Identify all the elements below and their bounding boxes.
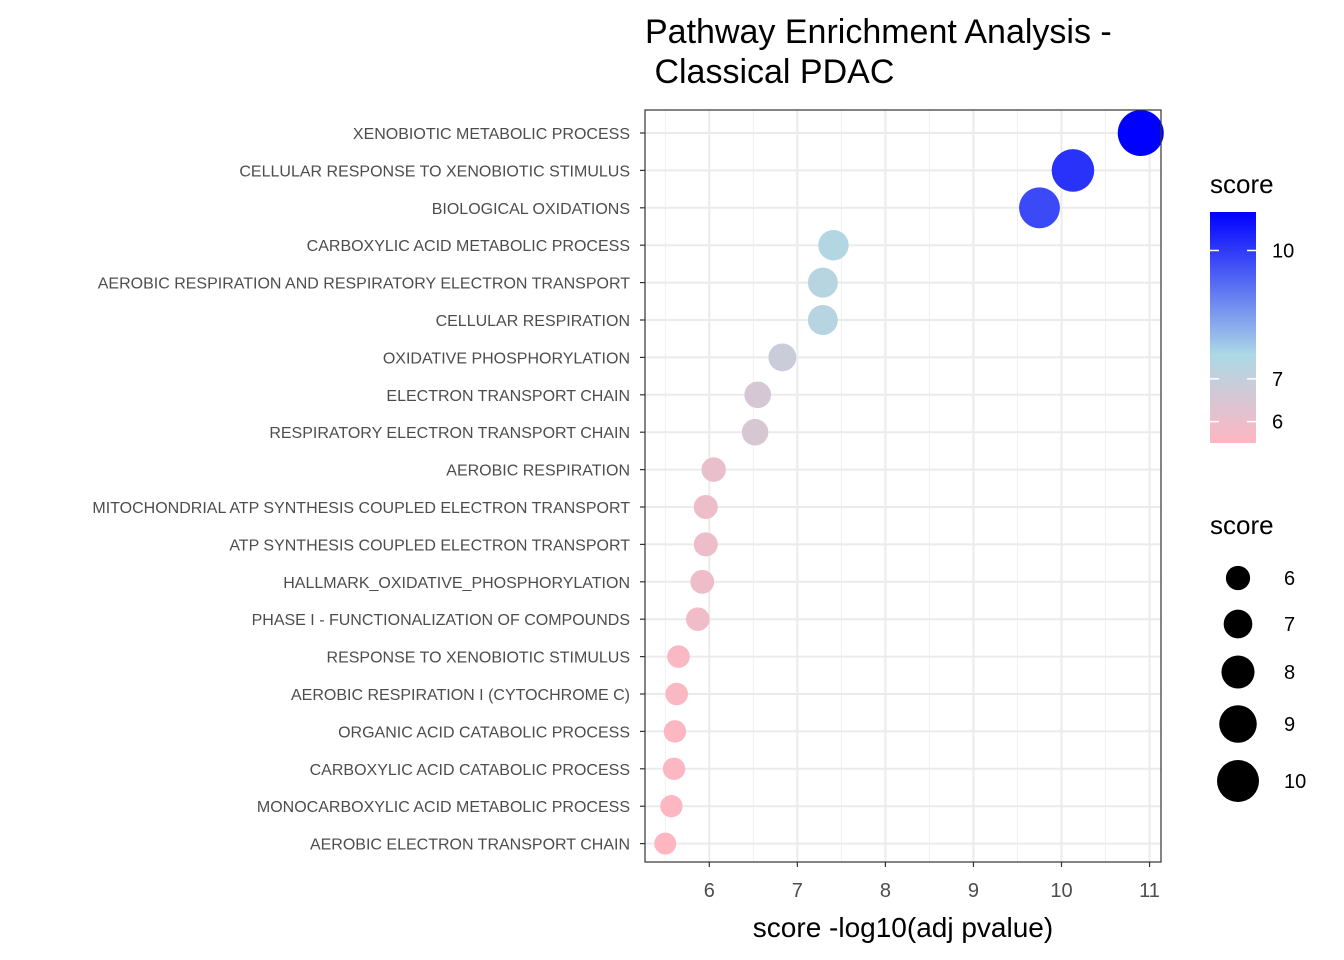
y-tick-label: CELLULAR RESPONSE TO XENOBIOTIC STIMULUS xyxy=(239,163,630,180)
chart-title: Pathway Enrichment Analysis - Classical … xyxy=(645,13,1112,91)
x-axis: 6 7 8 9 10 11 score -log10(adj pvalue) xyxy=(704,862,1160,943)
y-axis-labels: XENOBIOTIC METABOLIC PROCESS CELLULAR RES… xyxy=(92,126,645,854)
y-tick-label: PHASE I - FUNCTIONALIZATION OF COMPOUNDS xyxy=(252,612,630,629)
size-key-circle xyxy=(1223,609,1253,639)
y-tick-label: ATP SYNTHESIS COUPLED ELECTRON TRANSPORT xyxy=(229,537,630,554)
color-legend: score 10 7 6 xyxy=(1210,169,1294,443)
y-tick-label: BIOLOGICAL OXIDATIONS xyxy=(432,201,630,218)
data-point xyxy=(1051,149,1095,192)
plot-panel xyxy=(644,109,1164,863)
x-tick-label: 10 xyxy=(1050,880,1072,902)
x-tick-label: 9 xyxy=(968,880,979,902)
y-tick-label: OXIDATIVE PHOSPHORYLATION xyxy=(383,350,630,367)
size-key-circle xyxy=(1217,760,1259,802)
x-tick-label: 11 xyxy=(1139,880,1160,902)
data-point xyxy=(663,720,687,743)
y-tick-label: CELLULAR RESPIRATION xyxy=(436,313,630,330)
data-point xyxy=(662,757,686,781)
size-key-circle xyxy=(1221,655,1255,689)
data-point xyxy=(686,607,710,632)
y-tick-label: AEROBIC RESPIRATION I (CYTOCHROME C) xyxy=(291,687,630,704)
y-tick-label: AEROBIC RESPIRATION xyxy=(446,463,630,480)
size-legend-title: score xyxy=(1210,510,1274,540)
data-point xyxy=(1117,110,1164,156)
data-point xyxy=(768,343,797,372)
colorbar-label: 10 xyxy=(1272,241,1294,263)
x-tick-label: 7 xyxy=(792,880,803,902)
data-point xyxy=(690,569,715,594)
data-point xyxy=(701,457,726,482)
plot-border xyxy=(644,109,1162,863)
y-tick-label: HALLMARK_OXIDATIVE_PHOSPHORYLATION xyxy=(283,575,630,592)
data-point xyxy=(693,494,718,520)
y-tick-label: MONOCARBOXYLIC ACID METABOLIC PROCESS xyxy=(257,799,630,816)
colorbar xyxy=(1210,212,1256,443)
data-point xyxy=(744,381,772,409)
size-key-circle xyxy=(1219,705,1257,743)
y-tick-label: ELECTRON TRANSPORT CHAIN xyxy=(386,388,630,405)
data-point xyxy=(741,418,769,446)
data-point xyxy=(807,267,838,298)
size-key-label: 9 xyxy=(1284,714,1295,736)
x-tick-label: 6 xyxy=(704,880,715,902)
y-tick-label: RESPONSE TO XENOBIOTIC STIMULUS xyxy=(327,650,630,667)
y-tick-label: AEROBIC RESPIRATION AND RESPIRATORY ELEC… xyxy=(98,276,630,293)
colorbar-label: 7 xyxy=(1272,369,1283,391)
data-point xyxy=(654,832,677,855)
y-tick-label: CARBOXYLIC ACID METABOLIC PROCESS xyxy=(307,238,630,255)
data-point xyxy=(693,532,718,557)
size-key-label: 7 xyxy=(1284,614,1295,636)
y-tick-label: CARBOXYLIC ACID CATABOLIC PROCESS xyxy=(310,762,630,779)
y-tick-label: XENOBIOTIC METABOLIC PROCESS xyxy=(353,126,630,143)
data-point xyxy=(665,682,688,706)
colorbar-label: 6 xyxy=(1272,412,1283,434)
size-key-label: 8 xyxy=(1284,662,1295,684)
data-point xyxy=(660,795,683,818)
size-legend: score 6 7 8 9 10 xyxy=(1210,510,1306,802)
plot-background xyxy=(645,110,1161,862)
chart-title-line: Classical PDAC xyxy=(645,53,894,91)
y-tick-label: AEROBIC ELECTRON TRANSPORT CHAIN xyxy=(310,837,630,854)
y-tick-label: ORGANIC ACID CATABOLIC PROCESS xyxy=(338,724,630,741)
color-legend-title: score xyxy=(1210,169,1274,199)
x-axis-title: score -log10(adj pvalue) xyxy=(753,912,1053,943)
x-tick-label: 8 xyxy=(880,880,891,902)
size-key-label: 6 xyxy=(1284,568,1295,590)
data-point xyxy=(818,229,849,261)
chart-title-line: Pathway Enrichment Analysis - xyxy=(645,13,1112,51)
size-key-label: 10 xyxy=(1284,771,1306,793)
data-point xyxy=(667,645,690,668)
y-tick-label: MITOCHONDRIAL ATP SYNTHESIS COUPLED ELEC… xyxy=(92,500,630,517)
data-point xyxy=(1019,187,1060,229)
size-key-circle xyxy=(1225,565,1251,591)
y-tick-label: RESPIRATORY ELECTRON TRANSPORT CHAIN xyxy=(269,425,630,442)
data-point xyxy=(807,305,838,335)
